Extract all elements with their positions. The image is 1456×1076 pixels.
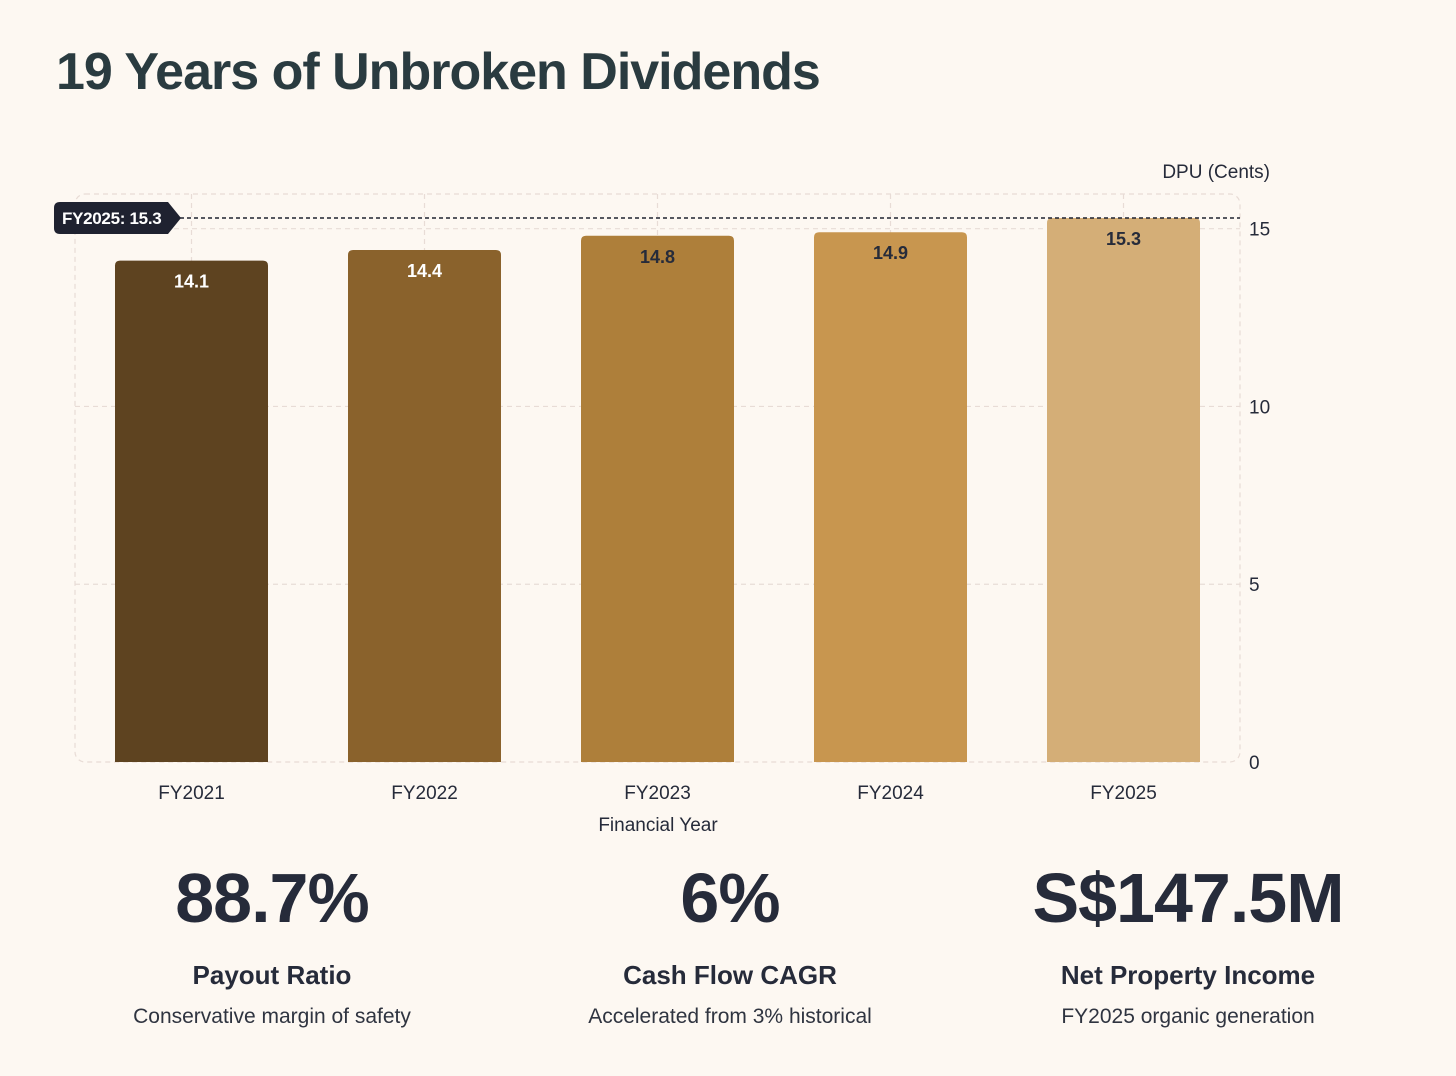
x-tick-label: FY2025	[1090, 783, 1157, 804]
stat-description: FY2025 organic generation	[1061, 1005, 1315, 1028]
stat-payout-ratio: 88.7% Payout Ratio Conservative margin o…	[62, 858, 482, 1030]
bar-value-label: 14.9	[873, 243, 908, 263]
stat-label: Net Property Income	[1060, 960, 1316, 990]
reference-line-group: FY2025: 15.3	[54, 202, 1240, 234]
x-tick-label: FY2021	[158, 783, 225, 804]
bar-fy2022[interactable]	[348, 250, 501, 762]
x-axis-title: Financial Year	[598, 815, 718, 836]
stat-description: Conservative margin of safety	[133, 1005, 411, 1028]
y-tick-label: 5	[1249, 575, 1260, 596]
reference-badge	[54, 202, 181, 234]
stat-value: 88.7%	[175, 859, 369, 937]
x-tick-label: FY2024	[857, 783, 924, 804]
stat-net-property-income: S$147.5M Net Property Income FY2025 orga…	[978, 858, 1398, 1030]
stat-label: Payout Ratio	[192, 960, 352, 990]
x-tick-label: FY2023	[624, 783, 691, 804]
reference-badge-label: FY2025: 15.3	[62, 209, 161, 228]
bar-fy2025[interactable]	[1047, 218, 1200, 762]
chart-labels: 0 5 10 15 14.1 FY2021 14.4 FY2022 14.8 FY2023 14.9…	[158, 220, 1270, 804]
y-tick-label: 0	[1249, 753, 1260, 774]
bar-value-label: 14.1	[174, 272, 209, 292]
stat-value: S$147.5M	[1032, 859, 1344, 937]
bar-fy2023[interactable]	[581, 235, 734, 762]
y-tick-label: 10	[1249, 397, 1270, 418]
bar-fy2024[interactable]	[814, 232, 967, 762]
bar-fy2021[interactable]	[115, 260, 268, 762]
bar-value-label: 15.3	[1106, 229, 1141, 249]
x-tick-label: FY2022	[391, 783, 458, 804]
page-title: 19 Years of Unbroken Dividends	[56, 43, 821, 101]
stat-label: Cash Flow CAGR	[623, 960, 837, 990]
stat-description: Accelerated from 3% historical	[588, 1005, 872, 1028]
bar-value-label: 14.8	[640, 247, 675, 267]
chart-bars	[115, 218, 1200, 762]
y-axis-title: DPU (Cents)	[1162, 162, 1270, 183]
bar-value-label: 14.4	[407, 261, 442, 281]
stat-value: 6%	[680, 859, 780, 937]
dpu-bar-chart: 0 5 10 15 14.1 FY2021 14.4 FY2022 14.8 FY2023 14.9…	[54, 162, 1270, 836]
y-tick-label: 15	[1249, 220, 1270, 241]
stat-cash-flow-cagr: 6% Cash Flow CAGR Accelerated from 3% hi…	[520, 858, 940, 1030]
